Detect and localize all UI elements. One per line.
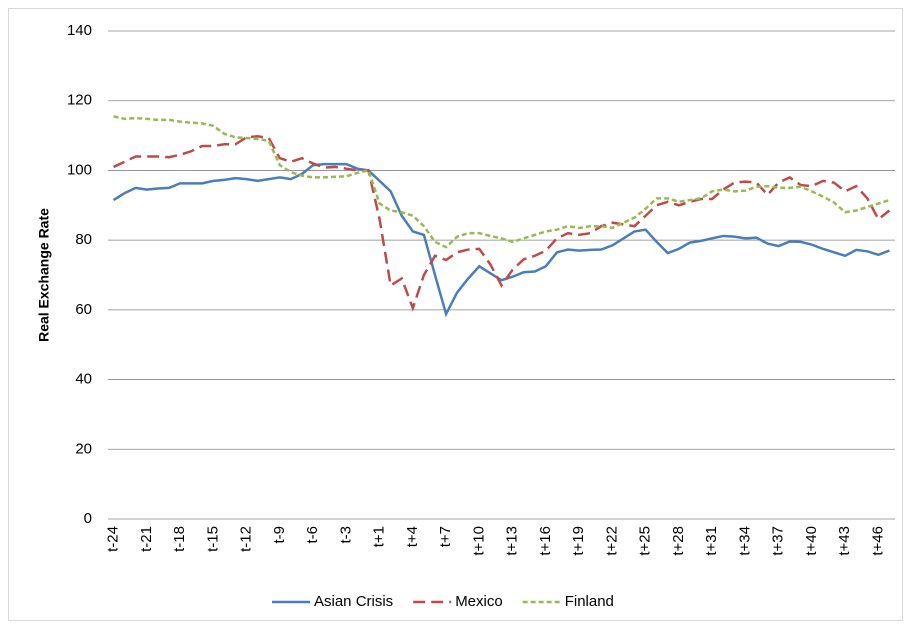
x-tick-label: t+16 [537, 526, 554, 556]
x-tick-label: t+1 [371, 526, 388, 547]
y-tick-label: 120 [67, 92, 92, 109]
series-line [113, 115, 890, 249]
legend-label: Asian Crisis [314, 593, 393, 610]
x-tick-label: t+46 [869, 526, 886, 556]
y-tick-label: 20 [75, 440, 92, 457]
x-tick-label: t-18 [171, 526, 188, 552]
x-tick-label: t+13 [504, 526, 521, 556]
x-tick-label: t+31 [703, 526, 720, 556]
x-tick-label: t+22 [603, 526, 620, 556]
chart-frame [8, 8, 903, 621]
x-tick-label: t-3 [337, 526, 354, 544]
series-line [112, 162, 890, 318]
x-tick-label: t+40 [803, 526, 820, 556]
y-tick-label: 140 [67, 22, 92, 39]
x-tick-label: t+25 [637, 526, 654, 556]
x-tick-label: t-6 [304, 526, 321, 544]
y-tick-label: 60 [75, 301, 92, 318]
legend-label: Mexico [455, 593, 503, 610]
x-tick-label: t+37 [770, 526, 787, 556]
x-tick-label: t-12 [238, 526, 255, 552]
y-tick-label: 80 [75, 231, 92, 248]
y-tick-label: 40 [75, 371, 92, 388]
x-tick-label: t+10 [470, 526, 487, 556]
x-tick-label: t+7 [437, 526, 454, 547]
x-tick-label: t-9 [271, 526, 288, 544]
x-tick-label: t+34 [736, 526, 753, 556]
x-tick-label: t+43 [836, 526, 853, 556]
x-tick-label: t+28 [670, 526, 687, 556]
x-tick-label: t-15 [204, 526, 221, 552]
x-tick-label: t+19 [570, 526, 587, 556]
legend-label: Finland [565, 593, 614, 610]
x-tick-label: t+4 [404, 526, 421, 547]
x-tick-label: t-24 [105, 526, 122, 552]
y-axis-label: Real Exchange Rate [36, 208, 52, 342]
y-tick-label: 100 [67, 161, 92, 178]
y-tick-label: 0 [84, 510, 92, 527]
x-tick-label: t-21 [138, 526, 155, 552]
